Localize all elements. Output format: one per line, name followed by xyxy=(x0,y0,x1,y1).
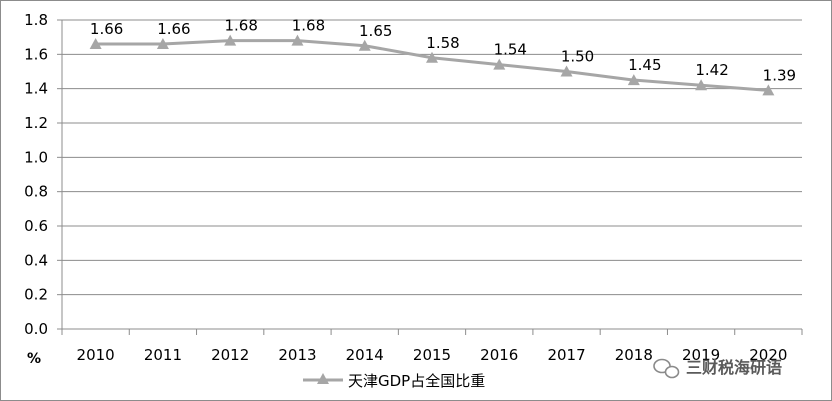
y-tick-label: 0.0 xyxy=(24,320,48,338)
data-label: 1.39 xyxy=(763,66,796,84)
data-point xyxy=(89,38,102,50)
data-point xyxy=(627,74,640,86)
data-point xyxy=(224,34,237,46)
data-label: 1.65 xyxy=(359,22,392,40)
data-point xyxy=(426,51,438,63)
x-tick-label: 2014 xyxy=(346,346,384,364)
legend-marker xyxy=(317,373,329,384)
data-label: 1.66 xyxy=(90,20,123,38)
x-tick-label: 2010 xyxy=(77,346,115,364)
data-label: 1.50 xyxy=(561,48,594,66)
data-label: 1.45 xyxy=(628,56,661,74)
data-point xyxy=(291,34,304,46)
x-axis-ticks: 2010 2011 2012 2013 2014 2015 2016 2017 2018 2019… xyxy=(77,346,788,364)
data-label: 1.66 xyxy=(157,20,190,38)
gridlines xyxy=(62,19,802,296)
y-tick-label: 0.2 xyxy=(24,286,48,304)
x-tick-label: 2020 xyxy=(749,346,787,364)
y-tick-label: 1.4 xyxy=(24,80,48,98)
x-tick-label: 2019 xyxy=(682,346,720,364)
watermark: 三财税海研语 xyxy=(653,358,782,379)
y-tick-label: 1.8 xyxy=(24,11,48,29)
data-labels: 1.66 1.66 1.68 1.68 1.65 1.58 1.54 1.50 1.45 1.42… xyxy=(90,17,796,85)
watermark-text: 三财税海研语 xyxy=(686,358,782,377)
y-tick-label: 0.4 xyxy=(24,251,48,269)
y-tick-label: 1.6 xyxy=(24,45,48,63)
data-label: 1.68 xyxy=(224,17,257,35)
data-point xyxy=(560,65,573,77)
x-tick-label: 2018 xyxy=(615,346,653,364)
x-tick-label: 2015 xyxy=(413,346,451,364)
data-point xyxy=(493,58,506,70)
y-axis-ticks: 0.0 0.2 0.4 0.6 0.8 1.0 1.2 1.4 1.6 1.8 xyxy=(24,11,48,338)
series-group xyxy=(89,34,775,96)
y-tick-label: 1.2 xyxy=(24,114,48,132)
x-tick-label: 2011 xyxy=(144,346,182,364)
y-axis-label: % xyxy=(27,351,41,367)
data-label: 1.54 xyxy=(494,41,527,59)
x-tick-label: 2017 xyxy=(547,346,585,364)
data-label: 1.58 xyxy=(426,34,459,52)
x-tick-label: 2012 xyxy=(211,346,249,364)
legend-label: 天津GDP占全国比重 xyxy=(348,372,485,390)
data-label: 1.68 xyxy=(292,17,325,35)
y-tick-label: 0.6 xyxy=(24,217,48,235)
data-point xyxy=(358,39,371,51)
axes xyxy=(57,19,803,335)
legend: 天津GDP占全国比重 xyxy=(303,372,485,390)
x-tick-label: 2016 xyxy=(480,346,518,364)
data-point xyxy=(156,38,169,50)
data-point xyxy=(695,79,708,91)
data-point xyxy=(762,84,775,96)
data-label: 1.42 xyxy=(695,61,728,79)
x-tick-label: 2013 xyxy=(278,346,316,364)
wechat-icon xyxy=(653,358,680,379)
y-tick-label: 1.0 xyxy=(24,148,48,166)
y-tick-label: 0.8 xyxy=(24,183,48,201)
